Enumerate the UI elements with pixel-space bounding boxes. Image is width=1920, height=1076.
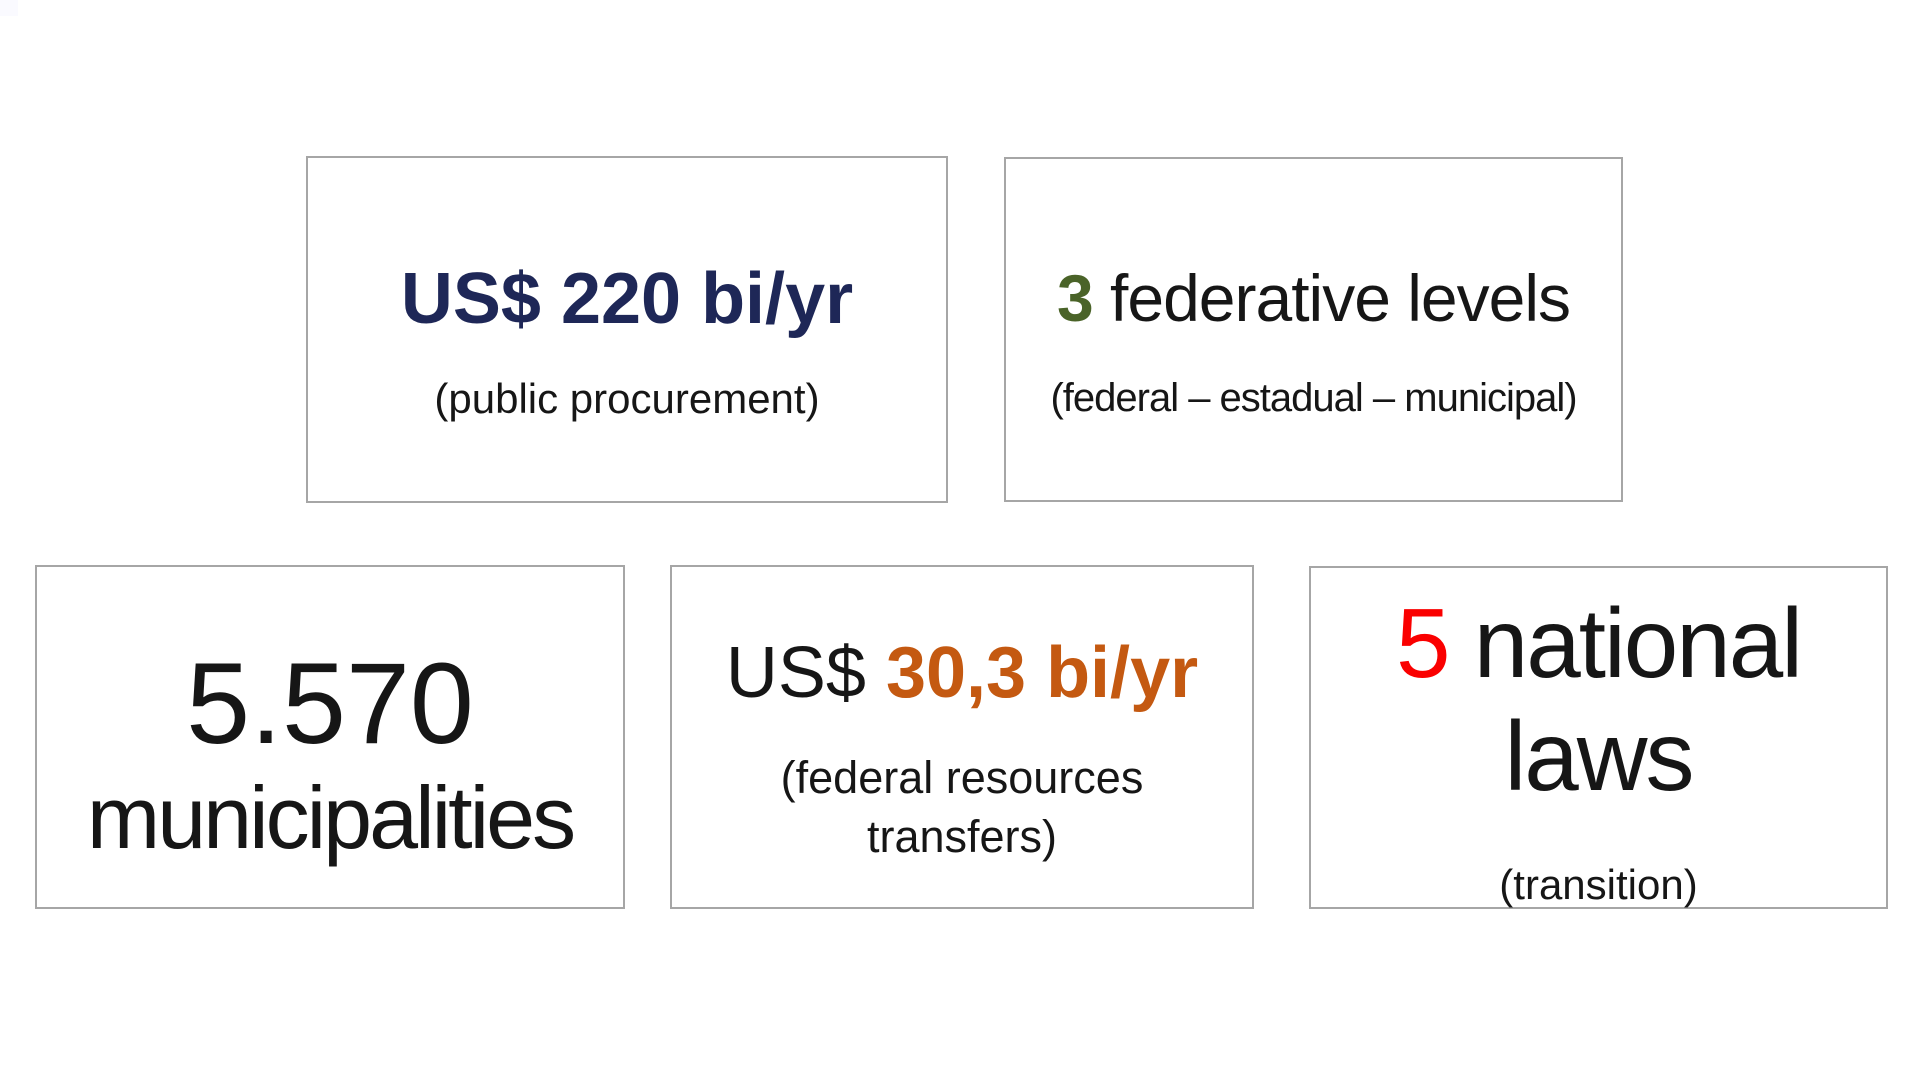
stat-value-public-procurement: US$ 220 bi/yr	[308, 258, 946, 341]
stat-value-federative-levels: 3 federative levels	[1006, 261, 1621, 337]
corner-artifact	[0, 0, 18, 16]
stat-line1: 5 national	[1311, 587, 1886, 700]
stat-value-text: 5.570	[186, 640, 474, 768]
stat-value-national-laws: 5 national laws	[1311, 587, 1886, 812]
stat-caption-line2: transfers)	[866, 810, 1058, 862]
stat-card-federative-levels: 3 federative levels (federal – estadual …	[1004, 157, 1623, 502]
stat-card-federal-transfers: US$ 30,3 bi/yr (federal resources transf…	[670, 565, 1254, 909]
stat-number-highlight: 5	[1395, 588, 1450, 698]
stat-caption-federal-transfers: (federal resources transfers)	[672, 749, 1252, 866]
stat-label-text: federative levels	[1092, 261, 1571, 335]
stat-caption-text: (transition)	[1499, 861, 1698, 908]
stat-card-public-procurement: US$ 220 bi/yr (public procurement)	[306, 156, 948, 503]
stat-caption-public-procurement: (public procurement)	[308, 375, 946, 423]
stat-prefix-text: US$	[725, 633, 886, 713]
stat-value-highlight: 30,3 bi/yr	[885, 633, 1199, 713]
stat-caption-federative-levels: (federal – estadual – municipal)	[1006, 375, 1621, 421]
stat-card-national-laws: 5 national laws (transition)	[1309, 566, 1888, 909]
stat-value-text: US$ 220 bi/yr	[400, 259, 854, 339]
stat-value-municipalities: 5.570	[37, 641, 623, 768]
stat-label-text: national	[1448, 588, 1803, 698]
stat-value-federal-transfers: US$ 30,3 bi/yr	[672, 632, 1252, 715]
stat-card-municipalities: 5.570 municipalities	[35, 565, 625, 909]
stat-label-text: municipalities	[86, 768, 576, 867]
stat-label-municipalities: municipalities	[37, 768, 623, 867]
stat-caption-text: (federal – estadual – municipal)	[1050, 376, 1577, 420]
stat-caption-national-laws: (transition)	[1311, 861, 1886, 909]
stat-line2: laws	[1504, 700, 1694, 811]
stat-caption-text: (public procurement)	[434, 375, 820, 422]
stat-caption-line1: (federal resources	[780, 752, 1144, 803]
stat-number-highlight: 3	[1057, 261, 1094, 335]
